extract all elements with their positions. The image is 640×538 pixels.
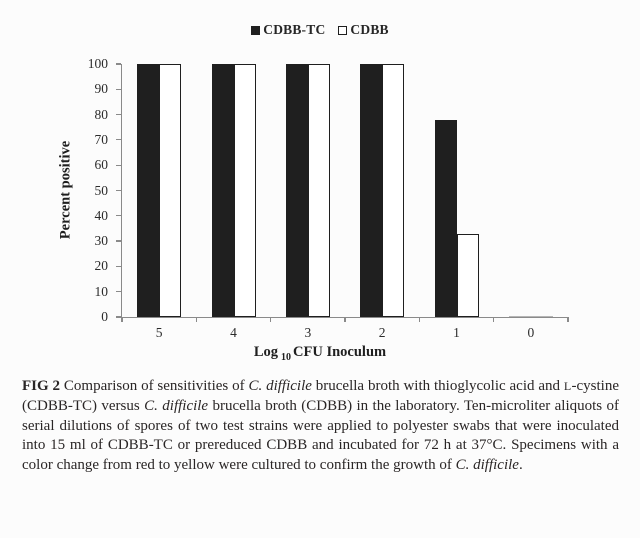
y-tick-mark (116, 291, 121, 293)
y-tick-mark (116, 139, 121, 141)
caption-segment: . (518, 457, 523, 474)
x-axis-title: Log 10 CFU Inoculum (0, 344, 640, 363)
x-tick-label-5: 5 (155, 325, 163, 340)
x-axis-title-suffix: CFU Inoculum (293, 344, 387, 360)
y-tick-label: 40 (94, 207, 109, 223)
y-tick-mark (116, 240, 121, 242)
legend-item-cdbb-tc: CDBB-TC (251, 22, 325, 38)
bar-cdbb-tc-1 (434, 119, 457, 317)
y-tick-label: 20 (94, 258, 109, 274)
bar-cdbb-4 (233, 64, 256, 317)
caption-segment: FIG 2 (22, 378, 61, 394)
caption-segment: C. difficile (248, 378, 312, 394)
y-tick-label: 0 (101, 309, 108, 324)
legend-marker-cdbb-icon (338, 25, 348, 35)
bar-cdbb-tc-3 (285, 64, 308, 317)
caption-segment: brucella broth (CDBB) in the laboratory.… (22, 397, 620, 474)
bar-cdbb-5 (159, 64, 182, 317)
bar-group-0 (508, 316, 553, 317)
bar-cdbb-3 (307, 64, 330, 317)
x-tick-mark (270, 317, 272, 322)
x-tick-mark (195, 317, 197, 322)
y-tick-label: 80 (94, 106, 109, 122)
x-tick-label-1: 1 (453, 325, 460, 340)
bar-cdbb-0 (530, 316, 553, 317)
x-tick-mark (344, 317, 346, 322)
caption-segment: Comparison of sensitivities of (60, 378, 249, 394)
bar-cdbb-tc-5 (137, 64, 160, 317)
y-tick-mark (116, 265, 121, 267)
legend-label: CDBB (350, 22, 389, 37)
legend-marker-cdbb-tc-icon (251, 25, 261, 35)
y-tick-label: 10 (94, 283, 109, 299)
y-tick-label: 100 (87, 56, 108, 71)
caption-segment: -cystine (CDBB-TC) versus (22, 378, 619, 414)
bar-chart: CDBB-TC CDBB Percent positive 0 10 20 30 40 50… (0, 22, 640, 363)
y-tick-mark (116, 113, 121, 116)
x-tick-label-2: 2 (378, 325, 386, 340)
bar-group-1 (434, 119, 479, 317)
bar-cdbb-tc-4 (211, 64, 234, 317)
bar-group-2 (360, 64, 405, 317)
x-tick-label-4: 4 (230, 325, 237, 340)
y-tick-mark (116, 189, 121, 192)
y-tick-mark (116, 164, 121, 166)
chart-legend: CDBB-TC CDBB (0, 22, 640, 38)
y-tick-label: 70 (94, 131, 109, 147)
y-tick-label: 50 (94, 182, 109, 198)
x-tick-mark (493, 317, 495, 322)
x-tick-label-0: 0 (527, 325, 535, 340)
x-tick-label-3: 3 (304, 325, 312, 340)
bar-cdbb-tc-0 (508, 316, 531, 317)
y-tick-label: 30 (94, 233, 109, 249)
y-tick-mark (116, 316, 121, 318)
figure-caption: FIG 2 Comparison of sensitivities of C. … (22, 377, 619, 476)
bar-cdbb-2 (382, 64, 405, 317)
legend-label: CDBB-TC (263, 22, 326, 37)
y-tick-mark (116, 88, 121, 90)
plot-area: 0 10 20 30 40 50 60 70 80 90 100 5 4 3 2 1 0 (88, 57, 569, 340)
caption-segment: L (563, 379, 572, 393)
bar-cdbb-tc-2 (360, 64, 383, 317)
y-tick-mark (116, 63, 121, 65)
y-tick-label: 90 (94, 81, 109, 97)
caption-segment: C. difficile (144, 397, 209, 414)
bar-group-3 (285, 64, 330, 317)
x-tick-mark (567, 317, 569, 322)
x-axis-title-prefix: Log (253, 344, 279, 360)
caption-segment: brucella broth with thioglycolic acid an… (311, 378, 564, 394)
caption-segment: C. difficile (455, 457, 519, 474)
x-tick-mark (121, 317, 123, 322)
bar-cdbb-1 (456, 233, 479, 317)
bar-group-4 (211, 64, 256, 317)
bar-group-5 (137, 64, 182, 317)
x-axis-title-subscript: 10 (281, 351, 292, 363)
y-tick-mark (116, 215, 121, 217)
y-tick-label: 60 (94, 157, 109, 173)
legend-item-cdbb: CDBB (338, 22, 389, 38)
x-tick-mark (418, 317, 420, 322)
